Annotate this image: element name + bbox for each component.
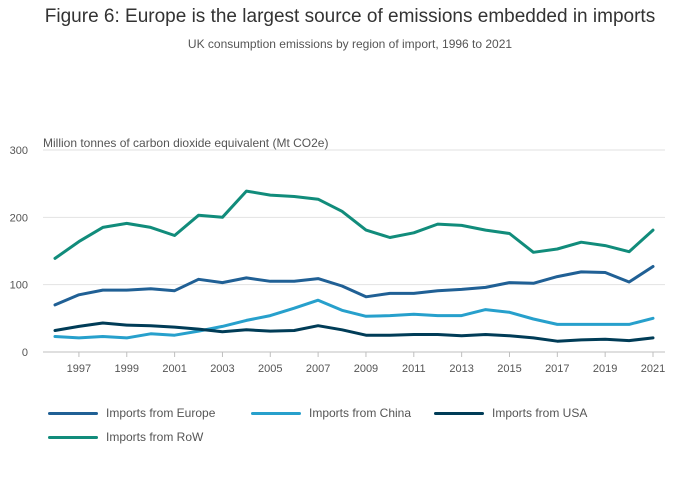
x-tick-label: 2019: [593, 363, 617, 375]
x-tick-label: 2005: [258, 363, 282, 375]
legend-label: Imports from China: [309, 406, 412, 420]
x-tick-label: 2001: [162, 363, 186, 375]
legend-swatch: [434, 411, 484, 415]
x-tick-label: 1999: [115, 363, 139, 375]
series-line-imports-from-row: [53, 189, 655, 260]
legend-item[interactable]: Imports from USA: [434, 406, 587, 420]
legend-label: Imports from Europe: [106, 406, 216, 420]
chart-subtitle: UK consumption emissions by region of im…: [187, 37, 513, 51]
legend-item[interactable]: Imports from Europe: [48, 406, 215, 420]
y-axis-label: Million tonnes of carbon dioxide equival…: [43, 136, 329, 150]
x-tick-label: 2017: [545, 363, 569, 375]
y-tick-label: 0: [22, 347, 28, 359]
line-chart: 0 100 200 300 1997 1999 2001 2003 2005 2007 2009 20…: [10, 145, 666, 375]
x-tick-label: 2011: [402, 363, 426, 375]
legend-item[interactable]: Imports from RoW: [48, 430, 203, 444]
legend-item[interactable]: Imports from China: [251, 406, 411, 420]
series-line-imports-from-usa: [53, 321, 655, 343]
legend-label: Imports from RoW: [106, 430, 204, 444]
legend-swatch: [48, 411, 98, 415]
x-tick-label: 2021: [641, 363, 665, 375]
x-tick-label: 1997: [67, 363, 91, 375]
series-line-imports-from-china: [53, 298, 655, 340]
x-tick-label: 2013: [449, 363, 473, 375]
legend-swatch: [251, 411, 301, 415]
series-line-imports-from-europe: [53, 265, 655, 307]
x-tick-label: 2007: [306, 363, 330, 375]
legend-swatch: [48, 435, 98, 439]
y-tick-label: 100: [10, 280, 28, 292]
y-tick-label: 300: [10, 145, 28, 157]
legend-label: Imports from USA: [492, 406, 588, 420]
chart-title: Figure 6: Europe is the largest source o…: [44, 6, 656, 27]
x-tick-label: 2015: [497, 363, 521, 375]
x-tick-label: 2003: [210, 363, 234, 375]
y-tick-label: 200: [10, 212, 28, 224]
x-tick-label: 2009: [354, 363, 378, 375]
